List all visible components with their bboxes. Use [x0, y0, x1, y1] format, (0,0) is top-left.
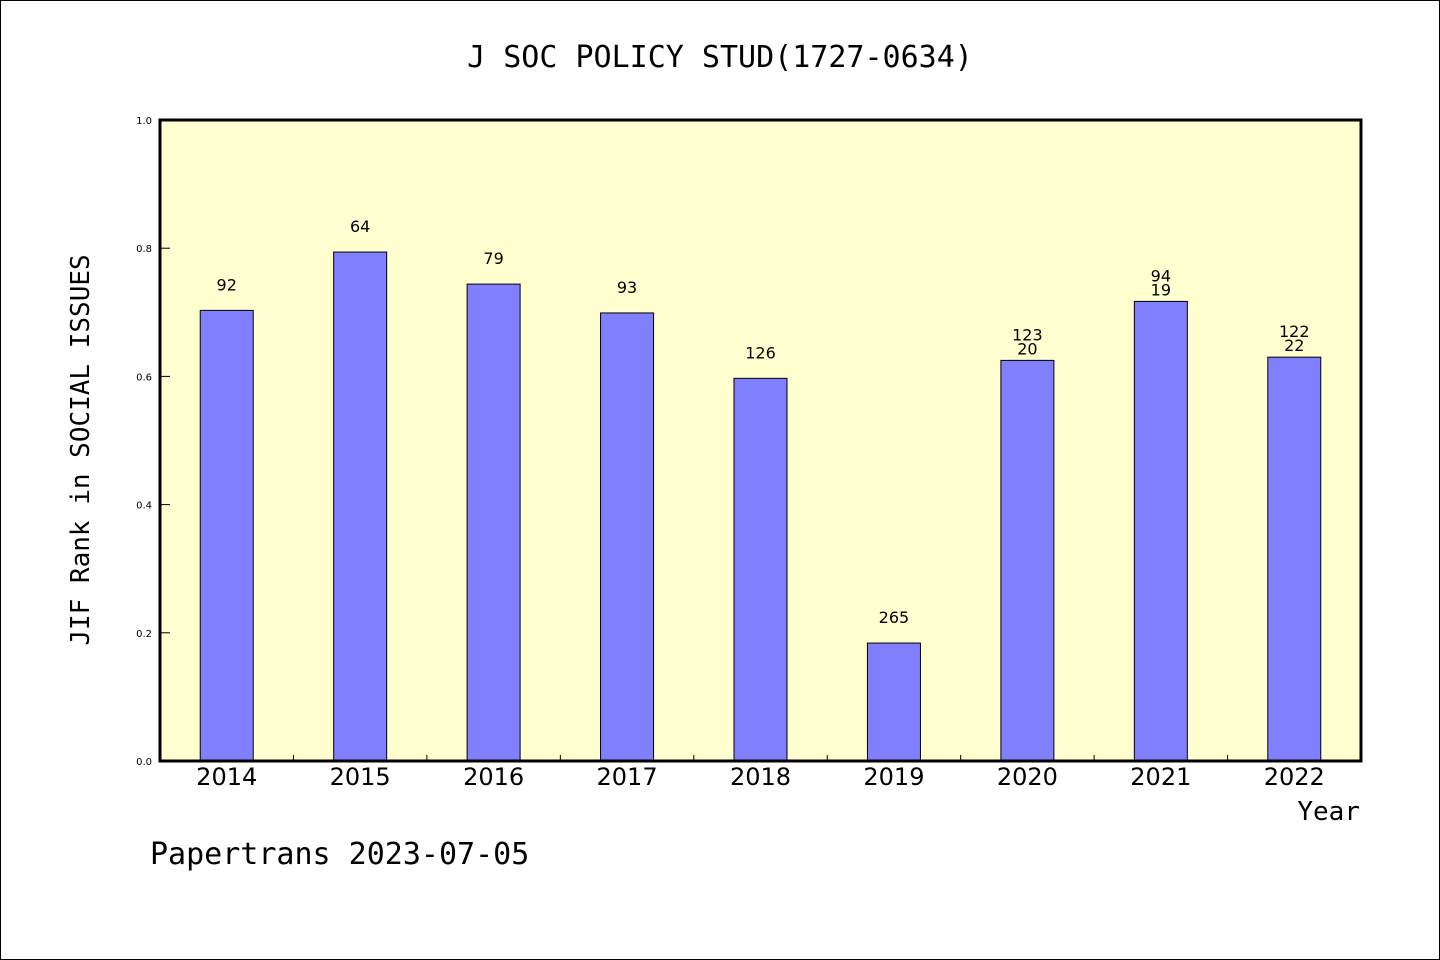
y-tick-label: 1.0 — [136, 116, 152, 127]
y-axis-label: JIF Rank in SOCIAL ISSUES — [66, 254, 96, 645]
bar-label-upper-2021: 94 — [1151, 266, 1171, 285]
bar-label-2019: 265 — [879, 608, 910, 627]
bar-2019 — [866, 642, 921, 762]
y-axis-ticks: 0.0 0.2 0.4 0.6 0.8 1.0 — [136, 116, 170, 768]
chart-title: J SOC POLICY STUD(1727-0634) — [467, 40, 973, 75]
x-axis-ticks: 2014 2015 2016 2017 2018 2019 2020 2021 2022 — [196, 755, 1325, 791]
bar-2022 — [1267, 356, 1322, 762]
bar-label-upper-2020: 123 — [1012, 325, 1043, 344]
bar-2020 — [1000, 359, 1055, 762]
x-axis-label: Year — [1297, 797, 1360, 827]
plot-border — [158, 118, 1363, 763]
x-tick-label-2019: 2019 — [863, 763, 924, 791]
x-tick-label-2020: 2020 — [997, 763, 1058, 791]
bar-label-lower-2021: 19 — [1151, 280, 1171, 299]
y-tick-label: 0.8 — [136, 244, 152, 255]
bar-2018 — [733, 377, 788, 762]
x-tick-label-2015: 2015 — [330, 763, 391, 791]
y-tick-label: 0.0 — [136, 757, 152, 768]
bar-label-2014: 92 — [217, 275, 237, 294]
bar-label-2015: 64 — [350, 217, 370, 236]
x-tick-label-2016: 2016 — [463, 763, 524, 791]
bar-label-2018: 126 — [745, 343, 776, 362]
bar-2016 — [466, 283, 521, 762]
x-tick-label-2018: 2018 — [730, 763, 791, 791]
y-tick-label: 0.4 — [136, 501, 152, 512]
bar-label-upper-2022: 122 — [1279, 322, 1310, 341]
bar-2014 — [199, 309, 254, 762]
bars-group — [199, 251, 1322, 762]
bar-label-lower-2020: 20 — [1017, 339, 1037, 358]
bar-2021 — [1133, 300, 1188, 762]
bar-label-2016: 79 — [483, 249, 503, 268]
x-tick-label-2014: 2014 — [196, 763, 257, 791]
bar-2017 — [600, 312, 655, 762]
x-tick-label-2022: 2022 — [1264, 763, 1325, 791]
y-tick-label: 0.2 — [136, 629, 152, 640]
x-tick-label-2021: 2021 — [1130, 763, 1191, 791]
bar-label-2017: 93 — [617, 278, 637, 297]
bar-2015 — [333, 251, 388, 762]
y-tick-label: 0.6 — [136, 372, 152, 383]
x-tick-label-2017: 2017 — [597, 763, 658, 791]
bar-label-lower-2022: 22 — [1284, 336, 1304, 355]
footer-credit: Papertrans 2023-07-05 — [150, 837, 529, 872]
